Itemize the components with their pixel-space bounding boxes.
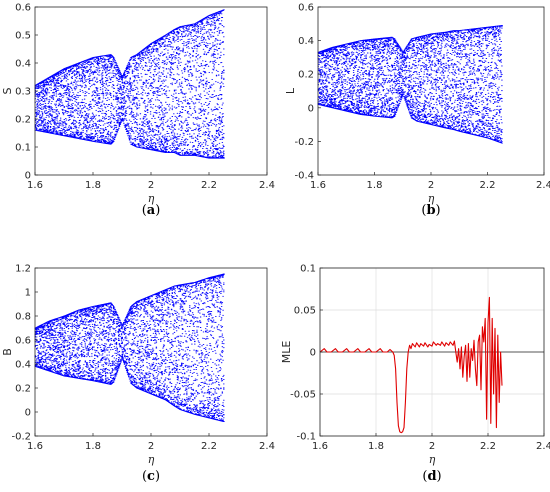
panel-c-x-label: η [148, 453, 155, 466]
panel-a-caption: (a) [142, 203, 161, 218]
y-tick-label: 1.2 [15, 264, 31, 275]
panel-a-points [34, 9, 225, 159]
panel-a-caption-letter: a [147, 203, 156, 218]
y-tick-label: 0 [25, 408, 31, 419]
x-tick-label: 2.4 [259, 180, 275, 191]
x-tick-label: 2 [429, 441, 435, 452]
x-tick-label: 1.6 [310, 180, 326, 191]
panel-c-points [34, 273, 225, 423]
panel-b-caption-letter: b [426, 203, 435, 218]
x-tick-label: 2 [148, 180, 154, 191]
panel-b-y-label: L [284, 87, 297, 94]
y-tick-label: 0.2 [15, 115, 31, 126]
y-tick-label: -0.05 [290, 390, 316, 401]
y-tick-label: -0.2 [11, 432, 31, 443]
panel-b-points [317, 25, 503, 144]
y-tick-label: 0 [25, 171, 31, 182]
panel-d: 1.6 1.8 2 2.2 2.4 -0.1 -0.05 0 0.05 0.1 η MLE (d… [280, 264, 550, 485]
y-tick-label: 0 [308, 103, 314, 114]
x-tick-label: 1.6 [27, 180, 43, 191]
x-tick-label: 2 [148, 441, 154, 452]
panel-b-x-ticks: 1.6 1.8 2 2.2 2.4 [310, 172, 550, 191]
y-tick-label: 0.5 [15, 31, 31, 42]
panel-a: 1.6 1.8 2 2.2 2.4 0 0.1 0.2 0.3 0.4 0.5 0.6 η S (a… [1, 3, 275, 219]
panel-d-y-ticks: -0.1 -0.05 0 0.05 0.1 [290, 264, 323, 443]
y-tick-label: 0.6 [298, 3, 314, 14]
panel-a-x-ticks: 1.6 1.8 2 2.2 2.4 [27, 172, 275, 191]
x-tick-label: 1.8 [367, 180, 383, 191]
mle-series-line [319, 296, 503, 434]
y-tick-label: 0.1 [300, 264, 316, 275]
bifurcation-points [317, 25, 503, 144]
x-tick-label: 1.8 [85, 441, 101, 452]
y-tick-label: 0.4 [298, 36, 314, 47]
panel-c-caption: (c) [142, 469, 160, 484]
panel-d-x-ticks: 1.6 1.8 2 2.2 2.4 [312, 433, 550, 452]
y-tick-label: 0.4 [15, 360, 31, 371]
bifurcation-points [34, 9, 225, 159]
x-tick-label: 1.6 [312, 441, 328, 452]
x-tick-label: 2.4 [536, 180, 550, 191]
panel-b-caption: (b) [421, 203, 440, 218]
y-tick-label: 1 [25, 288, 31, 299]
bifurcation-points [34, 273, 225, 423]
y-tick-label: -0.4 [294, 171, 314, 182]
x-tick-label: 2.2 [480, 180, 496, 191]
y-tick-label: 0.6 [15, 3, 31, 14]
y-tick-label: -0.1 [296, 432, 316, 443]
panel-d-caption-letter: d [427, 469, 436, 484]
y-tick-label: 0.1 [15, 143, 31, 154]
y-tick-label: -0.2 [294, 137, 314, 148]
panel-c-caption-letter: c [147, 469, 155, 484]
y-tick-label: 0.3 [15, 87, 31, 98]
panel-c-x-ticks: 1.6 1.8 2 2.2 2.4 [27, 433, 275, 452]
y-tick-label: 0.4 [15, 59, 31, 70]
panel-a-x-label: η [148, 192, 155, 205]
x-tick-label: 1.8 [368, 441, 384, 452]
x-tick-label: 1.8 [85, 180, 101, 191]
x-tick-label: 1.6 [27, 441, 43, 452]
panel-c-y-ticks: -0.2 0 0.2 0.4 0.6 0.8 1 1.2 [11, 264, 38, 443]
panel-a-y-label: S [1, 87, 14, 94]
y-tick-label: 0.05 [294, 306, 316, 317]
panel-d-y-label: MLE [280, 341, 293, 364]
y-tick-label: 0.8 [15, 312, 31, 323]
x-tick-label: 2.4 [259, 441, 275, 452]
panel-d-caption: (d) [422, 469, 441, 484]
panel-d-line-layer [319, 296, 544, 434]
panel-c-y-label: B [1, 348, 14, 356]
x-tick-label: 2.2 [201, 180, 217, 191]
panel-a-y-ticks: 0 0.1 0.2 0.3 0.4 0.5 0.6 [15, 3, 38, 182]
x-tick-label: 2.4 [536, 441, 550, 452]
panel-c: 1.6 1.8 2 2.2 2.4 -0.200.20.40.60.811.2 η B … [1, 264, 275, 485]
y-tick-label: 0.2 [15, 384, 31, 395]
y-tick-label: 0 [310, 348, 316, 359]
x-tick-label: 2 [428, 180, 434, 191]
panel-b: 1.6 1.8 2 2.2 2.4 -0.4 -0.2 0 0.2 0.4 0.6 η L (b) [284, 3, 550, 219]
panel-d-x-label: η [429, 453, 436, 466]
panel-b-x-label: η [428, 192, 435, 205]
panel-b-y-ticks: -0.4 -0.2 0 0.2 0.4 0.6 [294, 3, 321, 182]
x-tick-label: 2.2 [480, 441, 496, 452]
y-tick-label: 0.6 [15, 336, 31, 347]
y-tick-label: 0.2 [298, 70, 314, 81]
x-tick-label: 2.2 [201, 441, 217, 452]
